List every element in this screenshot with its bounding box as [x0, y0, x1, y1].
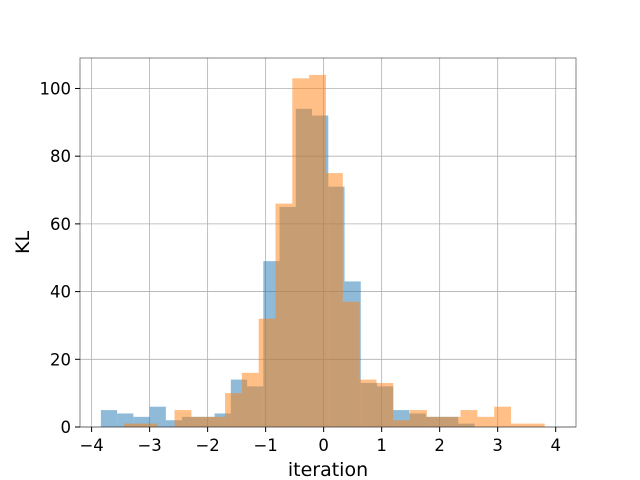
histogram-bar-series-2: [241, 372, 259, 427]
histogram-bar-series-2: [191, 416, 209, 427]
histogram-bars: [100, 74, 545, 428]
histogram-bar-series-2: [309, 74, 326, 427]
histogram-bar-series-1: [149, 406, 166, 427]
y-tick-label: 20: [50, 350, 71, 369]
axes-frame: [79, 57, 577, 428]
y-tick-label: 100: [40, 79, 72, 98]
histogram-bar-series-2: [325, 173, 343, 427]
histogram-bar-series-2: [410, 410, 427, 427]
histogram-bar-series-2: [443, 416, 461, 427]
histogram-bar-series-2: [292, 78, 310, 428]
histogram-bar-series-2: [174, 410, 192, 427]
histogram-bar-series-2: [208, 416, 226, 427]
histogram-bar-series-2: [460, 410, 478, 427]
x-tick-label: 4: [550, 436, 561, 455]
x-tick-label: −2: [195, 436, 219, 455]
histogram-bar-series-2: [494, 406, 512, 427]
histogram-bar-series-2: [511, 423, 528, 427]
x-tick-label: 2: [434, 436, 445, 455]
histogram-bar-series-2: [359, 379, 377, 427]
x-tick-label: 3: [492, 436, 503, 455]
histogram-bar-series-2: [393, 420, 411, 427]
histogram-bar-series-2: [140, 423, 158, 427]
histogram-bar-series-2: [477, 416, 495, 427]
y-tick-label: 0: [61, 418, 72, 437]
x-axis-label: iteration: [288, 459, 368, 480]
histogram-bar-series-2: [376, 382, 394, 427]
histogram-bar-series-2: [527, 423, 545, 427]
y-tick-label: 80: [50, 147, 71, 166]
y-axis-label: KL: [12, 231, 34, 254]
x-tick-label: 0: [318, 436, 329, 455]
x-tick-label: −4: [79, 436, 103, 455]
histogram-bar-series-2: [258, 318, 276, 427]
histogram-bar-series-2: [426, 416, 444, 427]
x-tick-label: −1: [253, 436, 277, 455]
y-tick-label: 40: [50, 283, 71, 302]
histogram-bar-series-2: [342, 301, 360, 427]
x-tick-label: −3: [137, 436, 161, 455]
histogram-bar-series-2: [275, 203, 293, 427]
histogram-bar-series-2: [225, 393, 242, 427]
y-tick-label: 60: [50, 215, 71, 234]
histogram-bar-series-1: [165, 420, 183, 427]
x-tick-label: 1: [376, 436, 387, 455]
histogram-bar-series-1: [100, 410, 118, 427]
histogram-bar-series-1: [133, 416, 150, 427]
histogram-bar-series-2: [124, 423, 141, 427]
